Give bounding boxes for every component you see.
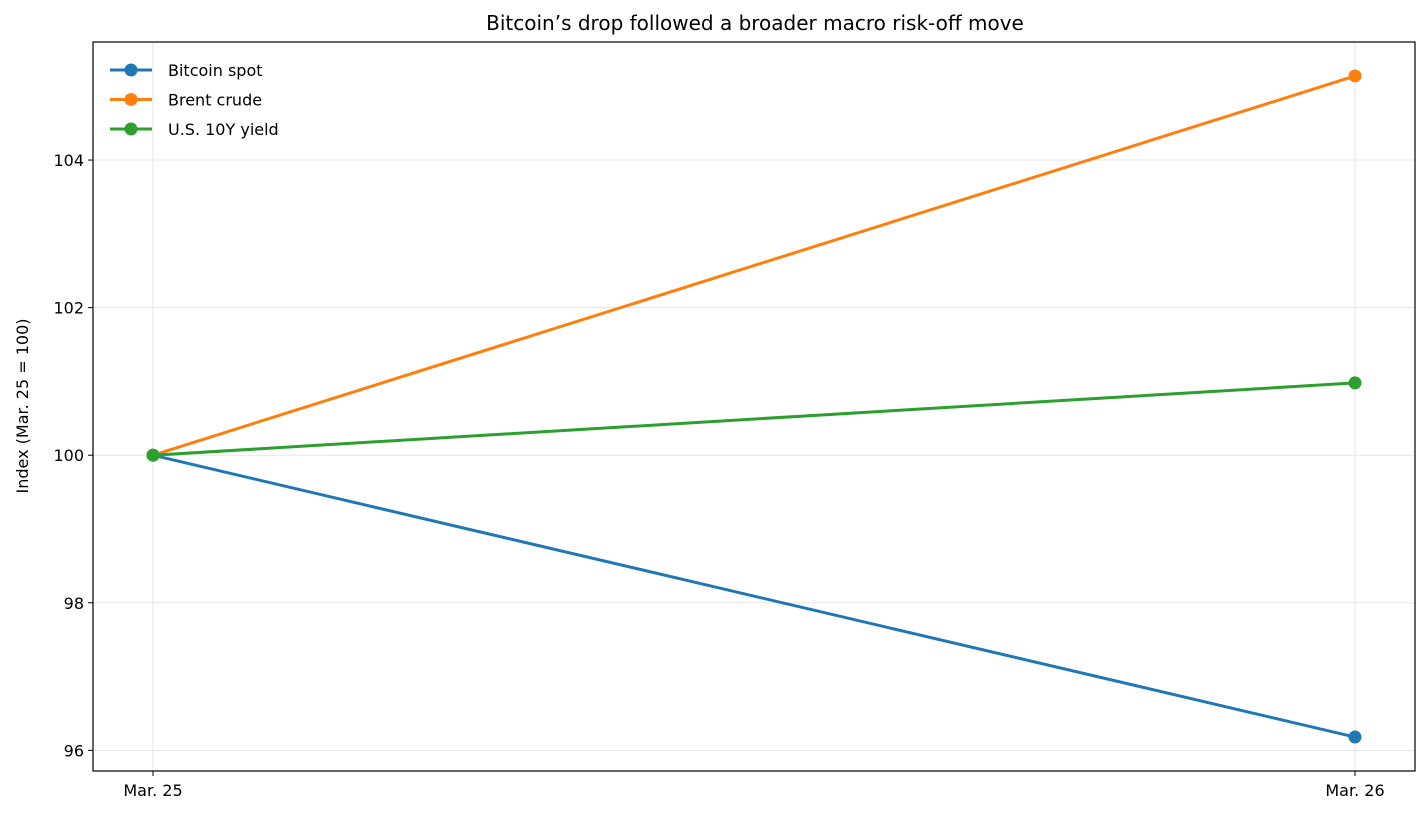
legend-label-bitcoin-spot: Bitcoin spot (168, 61, 263, 80)
y-axis: 96 98 100 102 104 (53, 151, 93, 760)
series-line-brent-crude (152, 74, 1356, 457)
y-axis-label: Index (Mar. 25 = 100) (13, 319, 32, 494)
y-tick-label: 98 (64, 594, 84, 613)
series-line-bitcoin-spot (152, 453, 1356, 739)
data-point-brent-crude (1348, 69, 1362, 83)
chart-title: Bitcoin’s drop followed a broader macro … (486, 11, 1024, 35)
y-tick-label: 96 (64, 741, 84, 760)
data-point-u-s-10y-yield (1348, 376, 1362, 390)
x-tick-label: Mar. 25 (123, 781, 182, 800)
legend-label-brent-crude: Brent crude (168, 91, 262, 110)
x-tick-label: Mar. 26 (1325, 781, 1384, 800)
legend: Bitcoin spot Brent crude U.S. 10Y yield (110, 61, 279, 139)
plot-frame (92, 41, 1416, 772)
x-axis: Mar. 25 Mar. 26 (123, 771, 1385, 800)
legend-marker-bitcoin-spot (124, 63, 138, 77)
grid (93, 42, 1415, 771)
legend-marker-u-s-10y-yield (124, 122, 138, 136)
y-tick-label: 104 (53, 151, 84, 170)
series-line-u-s-10y-yield (152, 381, 1356, 457)
legend-marker-brent-crude (124, 93, 138, 106)
data-point-bitcoin-spot (1348, 730, 1362, 744)
y-tick-label: 100 (53, 446, 84, 465)
y-tick-label: 102 (53, 299, 84, 318)
legend-label-u-s-10y-yield: U.S. 10Y yield (168, 120, 279, 139)
data-point-u-s-10y-yield (146, 448, 160, 462)
series-group (146, 69, 1362, 744)
